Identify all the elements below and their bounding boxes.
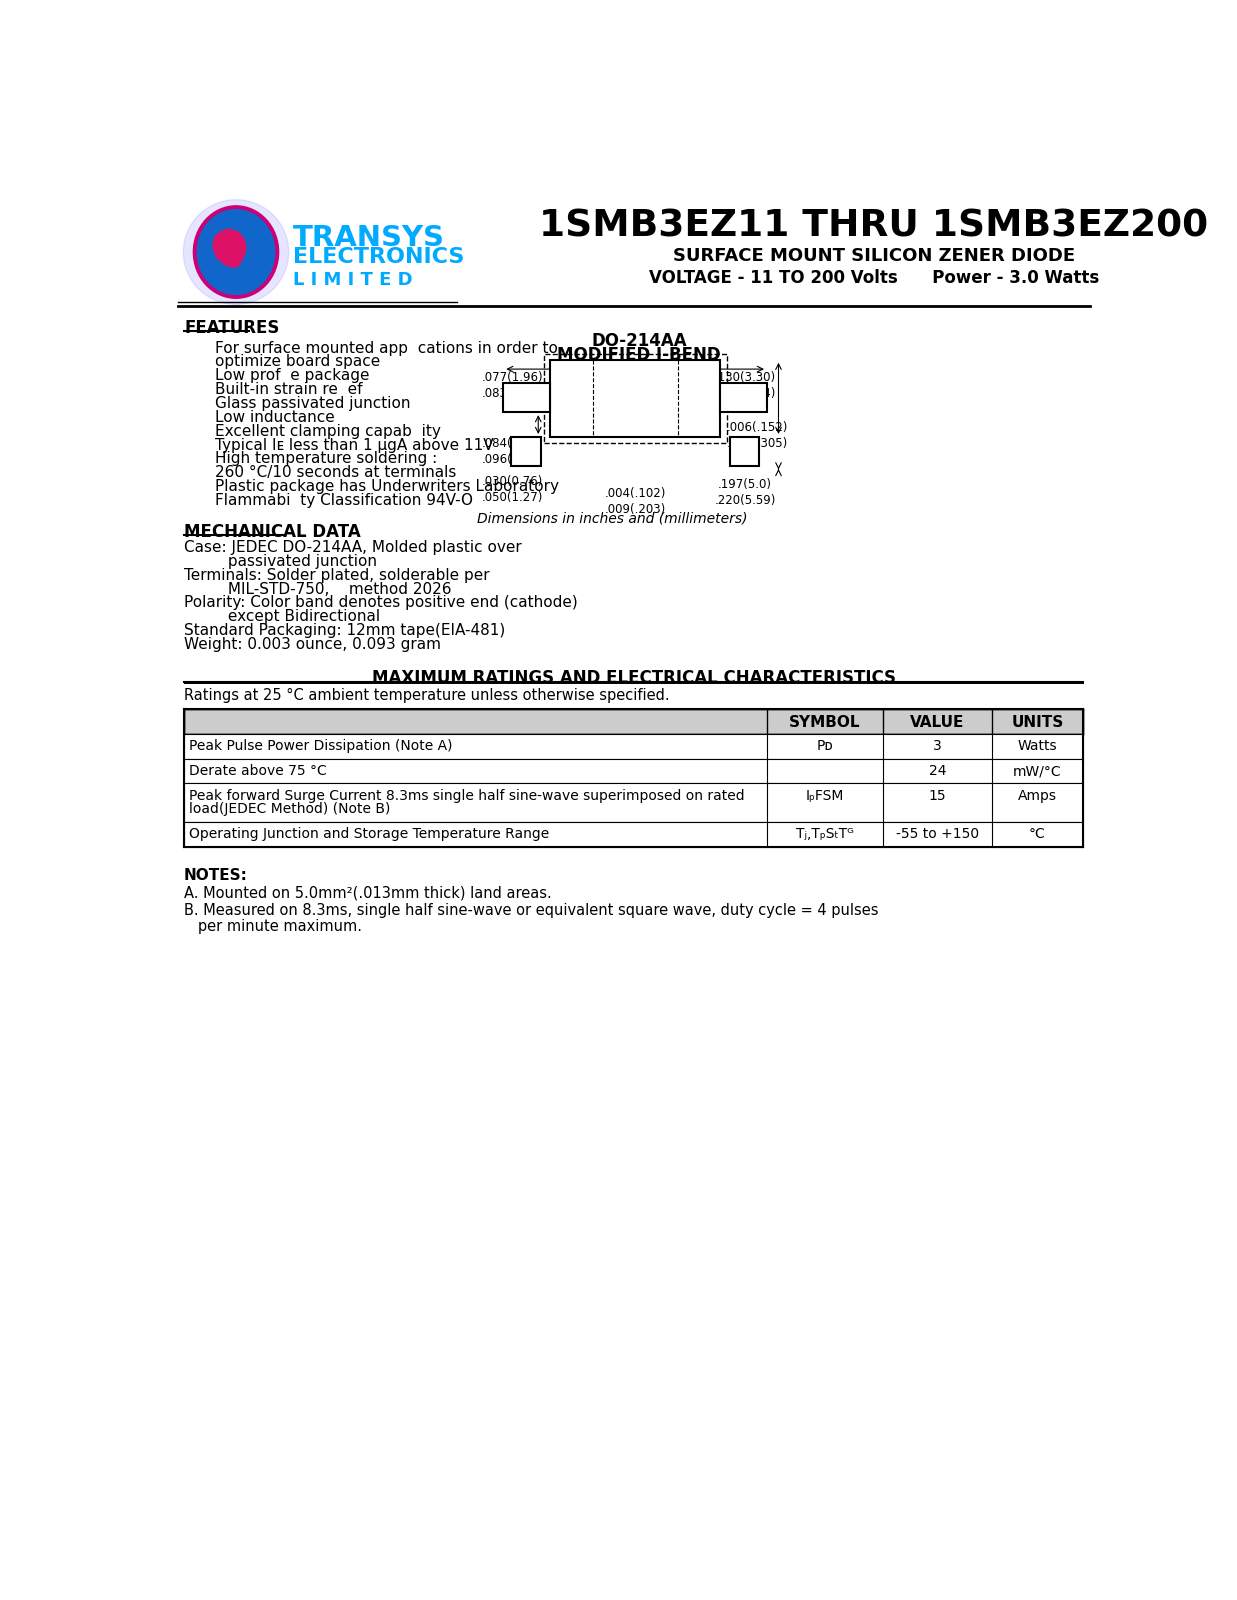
Text: .030(0.76)
.050(1.27): .030(0.76) .050(1.27) <box>482 475 543 504</box>
Text: Operating Junction and Storage Temperature Range: Operating Junction and Storage Temperatu… <box>189 827 549 842</box>
Ellipse shape <box>197 210 275 294</box>
Text: Standard Packaging: 12mm tape(EIA-481): Standard Packaging: 12mm tape(EIA-481) <box>184 622 506 638</box>
Bar <box>184 784 1084 822</box>
Text: TRANSYS: TRANSYS <box>293 224 444 253</box>
Text: except Bidirectional: except Bidirectional <box>184 610 380 624</box>
Bar <box>184 758 1084 784</box>
Text: 3: 3 <box>933 739 941 754</box>
Bar <box>184 709 1084 734</box>
Text: For surface mounted app  cations in order to: For surface mounted app cations in order… <box>215 341 558 355</box>
Ellipse shape <box>193 206 278 298</box>
Text: MIL-STD-750,    method 2026: MIL-STD-750, method 2026 <box>184 582 452 597</box>
Text: passivated junction: passivated junction <box>184 554 377 570</box>
Polygon shape <box>213 229 246 267</box>
Bar <box>720 382 767 413</box>
Text: B. Measured on 8.3ms, single half sine-wave or equivalent square wave, duty cycl: B. Measured on 8.3ms, single half sine-w… <box>184 904 878 918</box>
Bar <box>550 360 720 437</box>
Text: Amps: Amps <box>1018 789 1056 803</box>
Text: MAXIMUM RATINGS AND ELECTRICAL CHARACTERISTICS: MAXIMUM RATINGS AND ELECTRICAL CHARACTER… <box>371 669 896 688</box>
Text: Typical Iᴇ less than 1 µgA above 11V: Typical Iᴇ less than 1 µgA above 11V <box>215 438 494 453</box>
Bar <box>184 734 1084 758</box>
Text: VALUE: VALUE <box>910 715 965 730</box>
Text: MODIFIED J-BEND: MODIFIED J-BEND <box>557 346 721 365</box>
Text: ELECTRONICS: ELECTRONICS <box>293 248 464 267</box>
Text: Tⱼ,TₚSₜTᴳ: Tⱼ,TₚSₜTᴳ <box>797 827 854 842</box>
Text: Dimensions in inches and (millimeters): Dimensions in inches and (millimeters) <box>476 512 747 525</box>
Bar <box>544 354 726 443</box>
Text: Peak Pulse Power Dissipation (Note A): Peak Pulse Power Dissipation (Note A) <box>189 739 453 754</box>
Text: Weight: 0.003 ounce, 0.093 gram: Weight: 0.003 ounce, 0.093 gram <box>184 637 442 653</box>
Text: Flammabi  ty Classification 94V-O: Flammabi ty Classification 94V-O <box>215 493 473 509</box>
Text: Ratings at 25 °C ambient temperature unless otherwise specified.: Ratings at 25 °C ambient temperature unl… <box>184 688 669 702</box>
Text: load(JEDEC Method) (Note B): load(JEDEC Method) (Note B) <box>189 802 390 816</box>
Text: Case: JEDEC DO-214AA, Molded plastic over: Case: JEDEC DO-214AA, Molded plastic ove… <box>184 541 522 555</box>
Text: NOTES:: NOTES: <box>184 869 247 883</box>
Text: Plastic package has Underwriters Laboratory: Plastic package has Underwriters Laborat… <box>215 480 559 494</box>
Bar <box>503 382 550 413</box>
Text: Peak forward Surge Current 8.3ms single half sine-wave superimposed on rated: Peak forward Surge Current 8.3ms single … <box>189 789 745 803</box>
Text: Built-in strain re  ef: Built-in strain re ef <box>215 382 362 397</box>
Text: IₚFSM: IₚFSM <box>805 789 844 803</box>
Text: DO-214AA: DO-214AA <box>591 333 687 350</box>
Text: A. Mounted on 5.0mm²(.013mm thick) land areas.: A. Mounted on 5.0mm²(.013mm thick) land … <box>184 885 552 899</box>
Text: 1SMB3EZ11 THRU 1SMB3EZ200: 1SMB3EZ11 THRU 1SMB3EZ200 <box>539 210 1209 245</box>
Text: Glass passivated junction: Glass passivated junction <box>215 397 411 411</box>
Text: .077(1.96)
.083(2.11): .077(1.96) .083(2.11) <box>482 371 543 400</box>
Text: L I M I T E D: L I M I T E D <box>293 272 412 290</box>
Text: High temperature soldering :: High temperature soldering : <box>215 451 438 467</box>
Text: Terminals: Solder plated, solderable per: Terminals: Solder plated, solderable per <box>184 568 490 582</box>
Text: UNITS: UNITS <box>1011 715 1064 730</box>
Text: .084(2.13)
.096(2.44): .084(2.13) .096(2.44) <box>482 437 543 466</box>
Text: Low inductance: Low inductance <box>215 410 335 426</box>
Text: 24: 24 <box>929 765 946 778</box>
Text: optimize board space: optimize board space <box>215 355 380 370</box>
Text: Excellent clamping capab  ity: Excellent clamping capab ity <box>215 424 440 438</box>
Text: SURFACE MOUNT SILICON ZENER DIODE: SURFACE MOUNT SILICON ZENER DIODE <box>673 248 1075 266</box>
Text: MECHANICAL DATA: MECHANICAL DATA <box>184 523 361 541</box>
Text: Watts: Watts <box>1018 739 1058 754</box>
Text: Polarity: Color band denotes positive end (cathode): Polarity: Color band denotes positive en… <box>184 595 578 611</box>
Text: Derate above 75 °C: Derate above 75 °C <box>189 765 327 778</box>
Text: °C: °C <box>1029 827 1045 842</box>
Text: 15: 15 <box>929 789 946 803</box>
Text: mW/°C: mW/°C <box>1013 765 1061 778</box>
Bar <box>184 822 1084 846</box>
Text: .004(.102)
.009(.203): .004(.102) .009(.203) <box>605 486 666 515</box>
Text: FEATURES: FEATURES <box>184 318 280 338</box>
Text: -55 to +150: -55 to +150 <box>896 827 978 842</box>
Text: .197(5.0)
.220(5.59): .197(5.0) .220(5.59) <box>715 478 776 507</box>
Bar <box>511 437 541 466</box>
Text: .130(3.30)
.155(3.94): .130(3.30) .155(3.94) <box>715 371 776 400</box>
Text: .160(4.06)
.180(4.57): .160(4.06) .180(4.57) <box>595 406 657 435</box>
Circle shape <box>183 200 288 304</box>
Text: per minute maximum.: per minute maximum. <box>184 918 362 934</box>
Text: Low prof  e package: Low prof e package <box>215 368 370 384</box>
Text: Pᴅ: Pᴅ <box>816 739 834 754</box>
Text: VOLTAGE - 11 TO 200 Volts      Power - 3.0 Watts: VOLTAGE - 11 TO 200 Volts Power - 3.0 Wa… <box>648 269 1098 286</box>
Text: SYMBOL: SYMBOL <box>789 715 861 730</box>
Text: .006(.152)
.012(.305): .006(.152) .012(.305) <box>727 421 788 451</box>
Text: 260 °C/10 seconds at terminals: 260 °C/10 seconds at terminals <box>215 466 456 480</box>
Bar <box>730 437 760 466</box>
